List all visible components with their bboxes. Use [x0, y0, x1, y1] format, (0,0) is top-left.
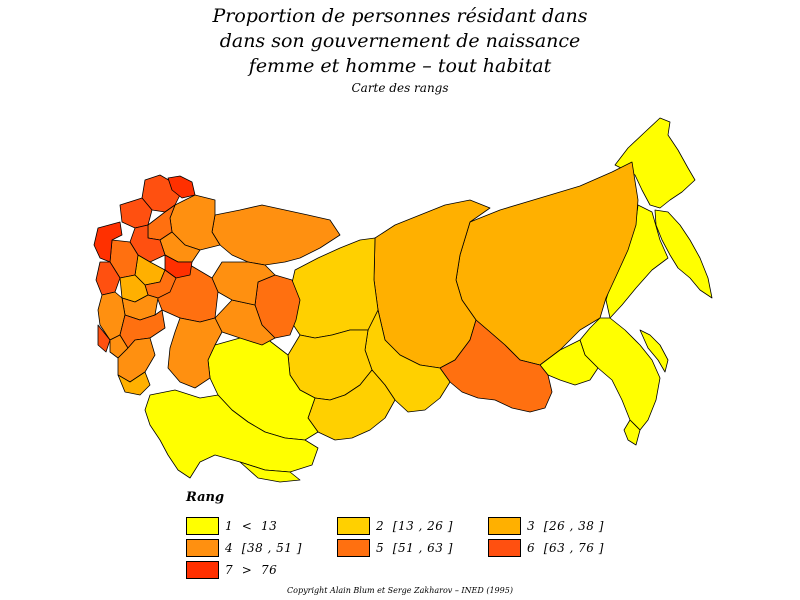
- region-murmansk: [167, 175, 196, 199]
- map-title-line-1: Proportion de personnes résidant dans: [212, 5, 588, 27]
- region-chita: [439, 319, 553, 413]
- legend-swatch-4: [186, 539, 219, 557]
- legend-swatch-7: [186, 561, 219, 579]
- region-transcaucasia: [117, 371, 151, 396]
- region-primorye: [623, 419, 641, 446]
- copyright-notice: Copyright Alain Blum et Serge Zakharov –…: [287, 586, 513, 595]
- legend-label-4: 4 [38 , 51 ]: [225, 541, 302, 555]
- legend-label-2: 2 [13 , 26 ]: [376, 519, 453, 533]
- legend-title: Rang: [186, 490, 225, 505]
- legend-label-1: 1 < 13: [225, 519, 278, 533]
- legend-label-6: 6 [63 , 76 ]: [527, 541, 604, 555]
- map-title-line-2: dans son gouvernement de naissance: [219, 30, 581, 52]
- legend-swatch-3: [488, 517, 521, 535]
- region-turkmenistan: [239, 461, 301, 483]
- region-amur: [539, 339, 599, 386]
- region-komi: [211, 204, 341, 266]
- region-baltics: [93, 221, 123, 263]
- region-moldova: [97, 324, 111, 353]
- region-kamchatka: [654, 209, 713, 299]
- legend-swatch-2: [337, 517, 370, 535]
- map-title-block: Proportion de personnes résidant dans da…: [0, 4, 800, 96]
- legend-swatch-5: [337, 539, 370, 557]
- legend-label-3: 3 [26 , 38 ]: [527, 519, 604, 533]
- region-ural-south: [167, 317, 223, 389]
- region-sakhalin: [639, 329, 669, 373]
- legend-swatch-1: [186, 517, 219, 535]
- legend-item-7: 7 > 76: [186, 561, 277, 579]
- map-title-line-3: femme et homme – tout habitat: [248, 55, 552, 77]
- legend-label-7: 7 > 76: [225, 563, 278, 577]
- legend-item-1: 1 < 13: [186, 517, 277, 535]
- legend-swatch-6: [488, 539, 521, 557]
- legend-item-4: 4 [38 , 51 ]: [186, 539, 302, 557]
- region-chukotka: [614, 117, 696, 209]
- map-subtitle: Carte des rangs: [351, 81, 449, 95]
- region-rostov: [119, 309, 166, 349]
- legend-item-3: 3 [26 , 38 ]: [488, 517, 604, 535]
- legend-item-5: 5 [51 , 63 ]: [337, 539, 453, 557]
- region-altai: [307, 369, 396, 441]
- region-kazakhstan: [207, 334, 319, 441]
- legend-item-2: 2 [13 , 26 ]: [337, 517, 453, 535]
- legend-label-5: 5 [51 , 63 ]: [376, 541, 453, 555]
- legend-item-6: 6 [63 , 76 ]: [488, 539, 604, 557]
